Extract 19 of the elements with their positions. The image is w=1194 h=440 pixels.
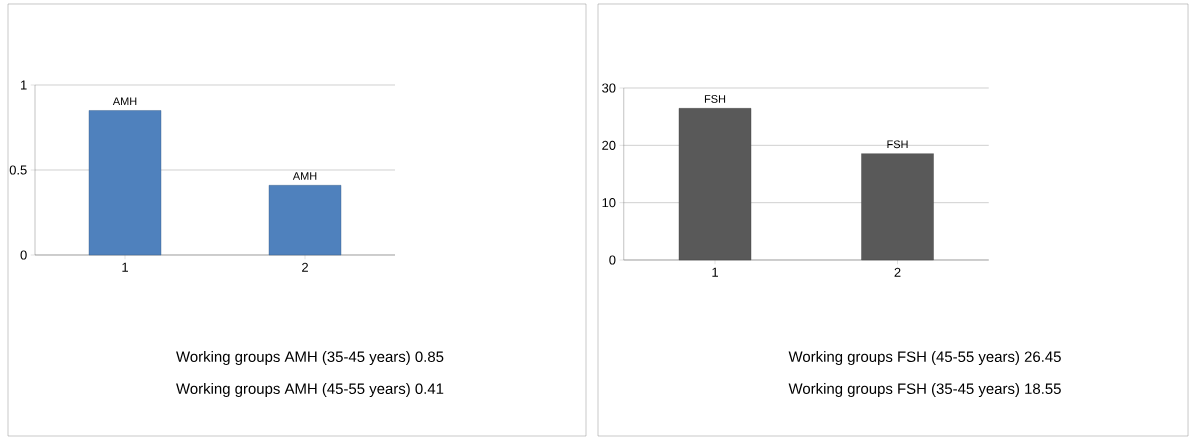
text: Working groups AMH (35-45 years) 0.85: [176, 351, 444, 365]
x-tick-label: 1: [122, 262, 128, 272]
text: Working groups AMH (45-55 years) 0.41: [176, 383, 444, 397]
text: AMH: [292, 172, 317, 180]
y-tick-label: 1: [21, 80, 27, 90]
text: FSH: [887, 140, 908, 149]
text: Working groups FSH (35-45 years) 18.55: [788, 383, 1061, 397]
text: Working groups FSH (45-55 years) 26.45: [788, 351, 1061, 365]
x-tick-label: 2: [302, 262, 308, 272]
y-tick-label: 0: [20, 250, 27, 260]
series-label: AMH: [112, 97, 137, 105]
y-tick-label: 0: [609, 255, 616, 265]
y-tick-label: 0.5: [9, 165, 27, 175]
y-tick-label: 30: [602, 83, 616, 93]
x-tick-label: 1: [712, 267, 718, 277]
y-tick-label: 20: [602, 140, 616, 150]
series-label: FSH: [704, 95, 726, 103]
y-tick-label: 10: [602, 198, 616, 208]
x-tick-label: 2: [894, 267, 901, 277]
